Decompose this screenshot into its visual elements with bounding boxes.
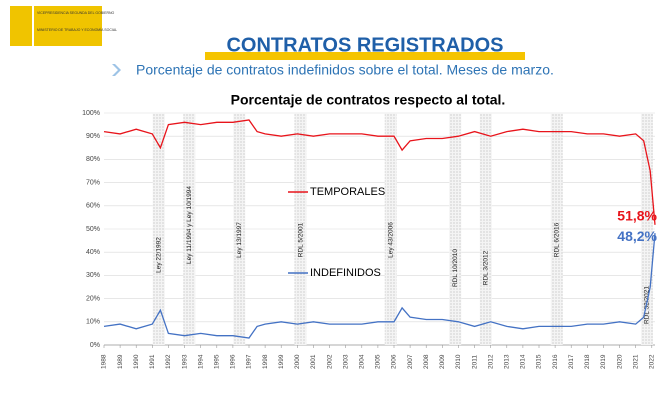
reform-label: Ley 22/1992 [155, 237, 162, 273]
reform-band [550, 113, 563, 345]
x-tick-label: 2002 [326, 354, 333, 369]
chart-title: Porcentaje de contratos respecto al tota… [231, 92, 506, 108]
x-tick-label: 2012 [487, 354, 494, 369]
x-tick-label: 2016 [552, 354, 559, 369]
series-line [103, 119, 656, 225]
y-tick-label: 70% [86, 179, 100, 186]
x-tick-label: 1994 [197, 354, 204, 369]
y-tick-label: 90% [86, 133, 100, 140]
x-tick-label: 1998 [262, 354, 269, 369]
ministry-line: VICEPRESIDENCIA SEGUNDA DEL GOBIERNO [37, 11, 115, 15]
reform-label: Ley 43/2006 [387, 222, 394, 258]
x-tick-label: 2022 [648, 354, 655, 369]
x-tick-label: 2014 [520, 354, 527, 369]
series-line [103, 233, 656, 339]
reform-band [479, 113, 492, 345]
x-tick-label: 2018 [584, 354, 591, 369]
reform-band [294, 113, 307, 345]
reform-label: RDL 5/2001 [297, 222, 304, 257]
reform-label: RDL 10/2010 [452, 249, 459, 287]
x-tick-label: 2004 [358, 354, 365, 369]
x-tick-label: 1999 [278, 354, 285, 369]
bullet-arrow [112, 64, 121, 76]
x-tick-label: 2005 [375, 354, 382, 369]
x-tick-label: 2011 [471, 355, 478, 369]
x-tick-label: 1991 [149, 354, 156, 369]
logo-emblem [10, 6, 32, 46]
reform-label: Ley 13/1997 [236, 222, 243, 258]
reform-label: RDL 32/2021 [644, 286, 651, 324]
x-tick-label: 2007 [407, 354, 414, 369]
x-tick-label: 1990 [133, 354, 140, 369]
x-tick-label: 2019 [600, 354, 607, 369]
x-tick-label: 2008 [423, 354, 430, 369]
y-tick-label: 0% [90, 342, 100, 349]
reform-band [384, 113, 397, 345]
x-tick-label: 2015 [536, 354, 543, 369]
legend-label: INDEFINIDOS [310, 267, 381, 279]
x-tick-label: 2010 [455, 354, 462, 369]
y-tick-label: 50% [86, 226, 100, 233]
x-tick-label: 2017 [568, 354, 575, 369]
x-tick-label: 2001 [310, 354, 317, 369]
slide-title: CONTRATOS REGISTRADOS [226, 34, 503, 56]
y-tick-label: 40% [86, 249, 100, 256]
reform-band [183, 113, 196, 345]
value-label: 51,8% [617, 208, 657, 224]
legend-label: TEMPORALES [310, 186, 385, 198]
x-tick-label: 2013 [503, 354, 510, 369]
y-tick-label: 20% [86, 295, 100, 302]
x-tick-label: 2006 [391, 354, 398, 369]
x-tick-label: 1996 [230, 354, 237, 369]
x-tick-label: 1995 [213, 354, 220, 369]
reform-label: Ley 11/1994 y Ley 10/1994 [186, 186, 193, 264]
x-tick-label: 2003 [342, 354, 349, 369]
x-tick-label: 1997 [246, 354, 253, 369]
y-tick-label: 80% [86, 156, 100, 163]
x-tick-label: 1993 [181, 354, 188, 369]
reform-band [152, 113, 165, 345]
reform-label: RDL 3/2012 [483, 250, 490, 285]
reform-label: RDL 6/2016 [553, 222, 560, 257]
y-tick-label: 10% [86, 319, 100, 326]
x-tick-label: 1989 [117, 354, 124, 369]
value-label: 48,2% [617, 228, 657, 244]
title-underline [205, 52, 525, 60]
slide-subtitle: Porcentaje de contratos indefinidos sobr… [136, 62, 554, 78]
x-tick-label: 1988 [101, 354, 108, 369]
x-tick-label: 2000 [294, 354, 301, 369]
x-tick-label: 1992 [165, 354, 172, 369]
y-tick-label: 30% [86, 272, 100, 279]
logo-box [34, 6, 102, 46]
y-tick-label: 60% [86, 203, 100, 210]
reform-band [449, 113, 462, 345]
x-tick-label: 2020 [616, 354, 623, 369]
x-tick-label: 2009 [439, 354, 446, 369]
ministry-line: MINISTERIO DE TRABAJO Y ECONOMÍA SOCIAL [37, 28, 117, 32]
reform-band [233, 113, 246, 345]
x-tick-label: 2021 [632, 354, 639, 369]
y-tick-label: 100% [82, 110, 100, 117]
